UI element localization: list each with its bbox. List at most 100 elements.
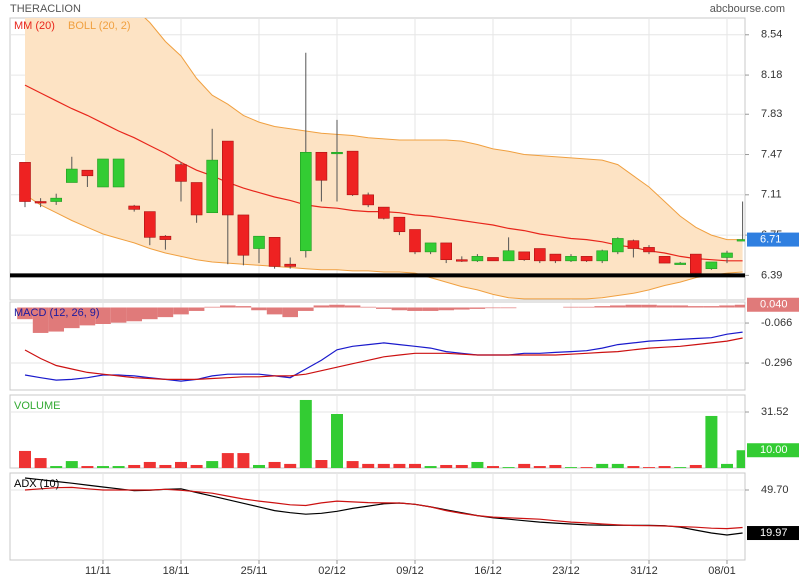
candle-body (159, 235, 172, 240)
macd-histogram-bar (48, 307, 64, 332)
y-tick-label: -0.066 (761, 317, 792, 329)
candle-body (268, 237, 281, 267)
candle-body (393, 216, 406, 233)
macd-histogram-bar (422, 307, 439, 311)
volume-bar (97, 466, 109, 468)
bollinger-fill (25, 18, 743, 299)
volume-bar (112, 466, 125, 468)
volume-bar (518, 463, 531, 468)
candle-body (627, 240, 640, 249)
volume-bar (440, 464, 453, 468)
volume-bar (596, 463, 609, 468)
volume-bar (190, 464, 203, 468)
volume-bar (237, 453, 250, 468)
candle-body (611, 238, 624, 253)
macd-histogram-bar (204, 306, 220, 308)
macd-histogram-bar (594, 306, 610, 308)
value-marker-label: 19.97 (760, 527, 788, 539)
candle-body (50, 197, 63, 202)
macd-histogram-bar (578, 306, 595, 308)
volume-bar (736, 450, 745, 468)
candle-body (112, 158, 125, 188)
candle-body (315, 151, 328, 181)
volume-bar (377, 463, 390, 468)
plot-area (19, 399, 745, 468)
volume-bar (643, 467, 655, 468)
macd-histogram-bar (32, 307, 49, 333)
candle-body (66, 168, 78, 183)
x-tick-label: 11/11 (85, 565, 111, 577)
macd-histogram-bar (563, 306, 579, 308)
macd-histogram-bar (298, 307, 314, 311)
macd-histogram-bar (344, 305, 361, 308)
volume-bar (721, 463, 733, 468)
candle-body (222, 140, 234, 216)
macd-histogram-bar (376, 307, 392, 309)
volume-bar (611, 463, 624, 468)
candle-body (128, 205, 140, 210)
macd-histogram-bar (235, 306, 252, 308)
value-marker-label: 6.71 (760, 233, 781, 245)
indicator-title: MACD (12, 26, 9) (14, 307, 100, 319)
volume-bar (565, 467, 577, 468)
volume-bar (284, 463, 297, 468)
volume-bar (299, 399, 312, 468)
macd-histogram-bar (438, 307, 454, 311)
volume-bar (674, 467, 687, 468)
macd-histogram-bar (110, 307, 127, 323)
candle-body (81, 169, 94, 177)
candle-body (19, 162, 31, 202)
volume-bar (689, 464, 702, 468)
stock-name: THERACLION (10, 3, 81, 15)
macd-histogram-bar (95, 307, 111, 324)
candle-body (97, 158, 109, 188)
plot-area (24, 477, 743, 536)
legend-entry: MM (20) (14, 20, 55, 32)
plot-area (17, 304, 745, 382)
candle-body (284, 263, 297, 267)
volume-bar (346, 461, 359, 468)
candle-body (362, 194, 375, 206)
candle-body (658, 256, 671, 264)
volume-bar (81, 466, 94, 468)
volume-bar (331, 414, 343, 468)
candle-body (237, 214, 250, 256)
macd-histogram-bar (282, 307, 298, 318)
volume-bar (19, 450, 31, 468)
volume-bar (471, 461, 484, 468)
volume-bar (362, 463, 375, 468)
candle-body (565, 256, 577, 262)
volume-bar (175, 461, 187, 468)
indicator-line (24, 194, 743, 300)
macd-histogram-bar (173, 307, 189, 315)
volume-bar (50, 466, 63, 468)
volume-bar (580, 467, 593, 468)
candle-body (502, 250, 515, 262)
candle-body (518, 251, 531, 261)
macd-histogram-bar (703, 306, 720, 308)
y-tick-label: 49.70 (761, 484, 789, 496)
volume-bar (65, 461, 78, 468)
candle-body (533, 248, 546, 262)
macd-histogram-bar (126, 307, 142, 322)
macd-histogram-bar (64, 307, 80, 329)
volume-bar (221, 453, 234, 468)
macd-histogram-bar (17, 307, 33, 320)
value-marker (747, 297, 799, 312)
volume-bar (159, 464, 172, 468)
macd-histogram-bar (407, 307, 423, 311)
source: abcbourse.com (710, 3, 785, 15)
y-tick-label: 8.18 (761, 69, 782, 81)
candle-body (689, 253, 702, 274)
candle-body (736, 239, 745, 242)
candle-body (580, 256, 593, 262)
indicator-title: ADX (10) (14, 478, 59, 490)
value-marker (747, 232, 799, 247)
volume-bar (658, 466, 671, 468)
value-marker-label: 10.00 (760, 444, 788, 456)
candle-body (409, 229, 421, 253)
macd-histogram-bar (360, 306, 376, 308)
volume-bar (143, 461, 156, 468)
volume-bar (627, 466, 640, 468)
